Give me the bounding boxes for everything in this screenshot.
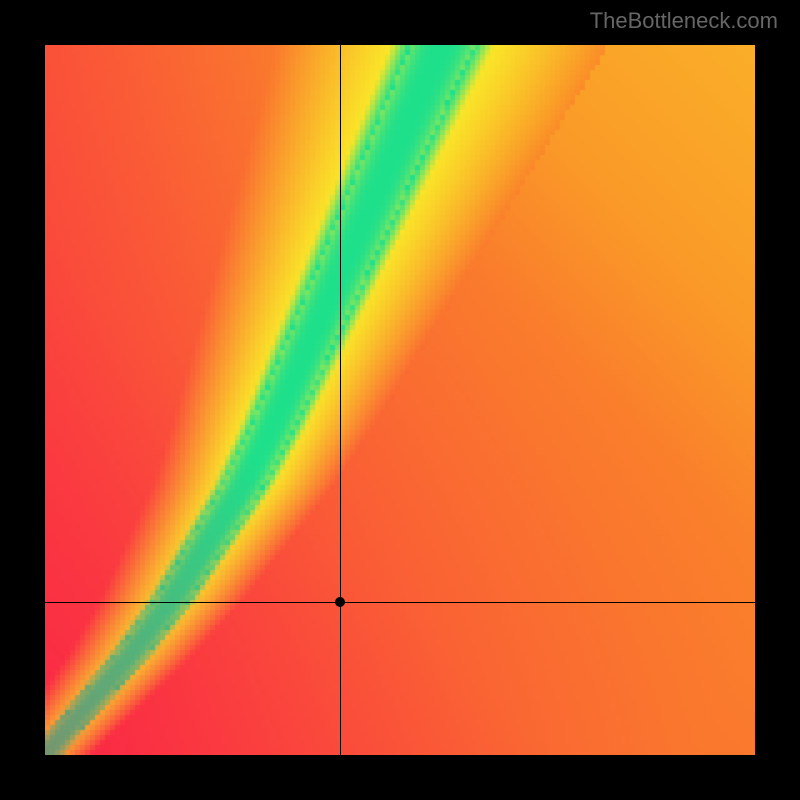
heatmap-canvas [45, 45, 755, 755]
crosshair-marker-dot [335, 597, 345, 607]
crosshair-horizontal-line [45, 602, 755, 603]
crosshair-vertical-line [340, 45, 341, 755]
heatmap-plot-area [45, 45, 755, 755]
watermark-text: TheBottleneck.com [590, 8, 778, 34]
